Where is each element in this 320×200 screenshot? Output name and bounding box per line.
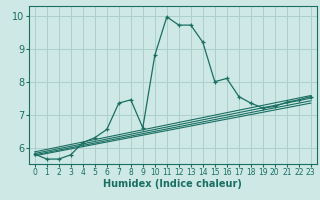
X-axis label: Humidex (Indice chaleur): Humidex (Indice chaleur) <box>103 179 242 189</box>
